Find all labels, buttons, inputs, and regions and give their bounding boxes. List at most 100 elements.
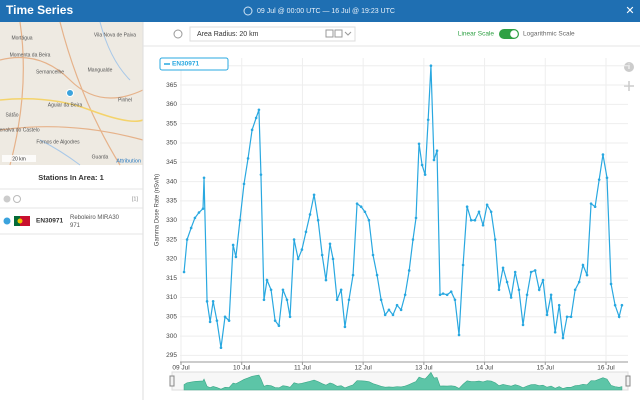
data-point — [557, 303, 561, 307]
data-point — [429, 64, 433, 68]
data-point — [585, 273, 589, 277]
data-point — [569, 315, 573, 319]
station-marker[interactable] — [66, 89, 74, 97]
data-point — [497, 288, 501, 292]
data-point — [597, 178, 601, 181]
legend-box — [159, 57, 229, 71]
map-label: Penalva do Castelo — [0, 127, 40, 133]
data-point — [234, 255, 238, 259]
toggle-knob — [510, 30, 518, 38]
data-point — [565, 315, 569, 319]
data-point — [308, 213, 312, 216]
close-button[interactable]: ✕ — [625, 5, 634, 17]
data-point — [441, 292, 445, 295]
data-point — [383, 313, 387, 317]
map-roads — [0, 21, 144, 166]
data-point — [300, 248, 304, 251]
flag-emblem — [17, 218, 23, 224]
data-point — [185, 238, 189, 241]
data-point — [379, 298, 383, 302]
x-tick-label: 16 Jul — [597, 365, 615, 372]
data-point — [246, 157, 250, 160]
data-point — [367, 218, 371, 222]
station-checkbox[interactable] — [3, 217, 11, 225]
log-scale[interactable]: Logarithmic Scale — [523, 31, 575, 38]
data-point — [262, 298, 266, 302]
data-point — [605, 176, 609, 180]
linear-scale[interactable]: Linear Scale — [458, 31, 495, 38]
data-point — [231, 243, 235, 247]
data-point — [285, 298, 289, 302]
x-tick-label: 09 Jul — [172, 365, 190, 372]
data-point — [343, 325, 347, 329]
y-tick-label: 325 — [166, 236, 177, 243]
navigator-handle[interactable] — [169, 375, 175, 387]
data-point — [445, 293, 449, 297]
data-point — [469, 218, 473, 222]
data-point — [189, 226, 193, 230]
data-point — [420, 163, 424, 167]
data-point — [533, 269, 537, 272]
data-point — [589, 202, 593, 205]
data-point — [489, 210, 493, 214]
data-point — [553, 330, 557, 334]
data-point — [505, 280, 509, 284]
data-point — [449, 290, 453, 293]
navigator-handle[interactable] — [625, 375, 631, 387]
data-point — [304, 230, 308, 234]
map-attribution[interactable]: Attribution — [116, 158, 141, 164]
y-tick-label: 345 — [166, 159, 177, 166]
map-highway — [0, 98, 144, 122]
data-point — [561, 336, 565, 340]
data-point — [202, 176, 206, 180]
add-icon[interactable] — [624, 81, 634, 91]
data-point — [609, 282, 613, 286]
y-tick-label: 300 — [166, 333, 177, 340]
data-point — [215, 319, 219, 322]
data-point — [403, 293, 407, 297]
minus-btn[interactable] — [325, 29, 334, 38]
data-point — [242, 182, 246, 186]
data-point — [620, 303, 624, 307]
data-point — [281, 288, 285, 292]
data-point — [219, 346, 223, 350]
plus-btn[interactable] — [334, 29, 343, 38]
info-icon[interactable] — [624, 62, 634, 72]
map-label: Mangualde — [88, 67, 113, 73]
select-all[interactable] — [3, 195, 11, 203]
time-range: 09 Jul @ 00:00 UTC — 16 Jul @ 19:23 UTC — [257, 8, 395, 15]
legend-label: EN30971 — [172, 61, 199, 68]
map-label: Guarda — [92, 154, 109, 160]
data-point — [501, 266, 505, 270]
x-tick-label: 11 Jul — [294, 365, 311, 372]
data-point — [549, 293, 553, 297]
station-name: Reboleiro MIRA30 971 — [70, 215, 120, 229]
data-point — [259, 173, 263, 176]
y-tick-label: 295 — [166, 352, 177, 359]
data-point — [417, 142, 421, 146]
map-label: Momenta da Beira — [10, 52, 51, 58]
data-point — [473, 218, 477, 222]
map-label: Aguiar da Beira — [48, 102, 83, 108]
data-point — [288, 315, 292, 319]
data-point — [529, 270, 533, 274]
data-point — [493, 238, 497, 241]
data-point — [521, 323, 525, 327]
data-point — [363, 210, 367, 214]
select-none[interactable] — [13, 195, 21, 203]
data-point — [457, 333, 461, 337]
data-point — [193, 216, 197, 220]
data-point — [316, 218, 320, 222]
data-point — [517, 288, 521, 292]
data-point — [208, 320, 212, 324]
data-point — [211, 300, 215, 303]
data-point — [223, 315, 227, 319]
info-glyph: i — [628, 64, 630, 71]
y-tick-label: 310 — [166, 294, 177, 301]
data-point — [197, 211, 201, 214]
data-point — [347, 298, 351, 302]
radius-select[interactable] — [189, 26, 356, 42]
settings-icon[interactable] — [173, 29, 183, 39]
data-point — [581, 263, 585, 267]
